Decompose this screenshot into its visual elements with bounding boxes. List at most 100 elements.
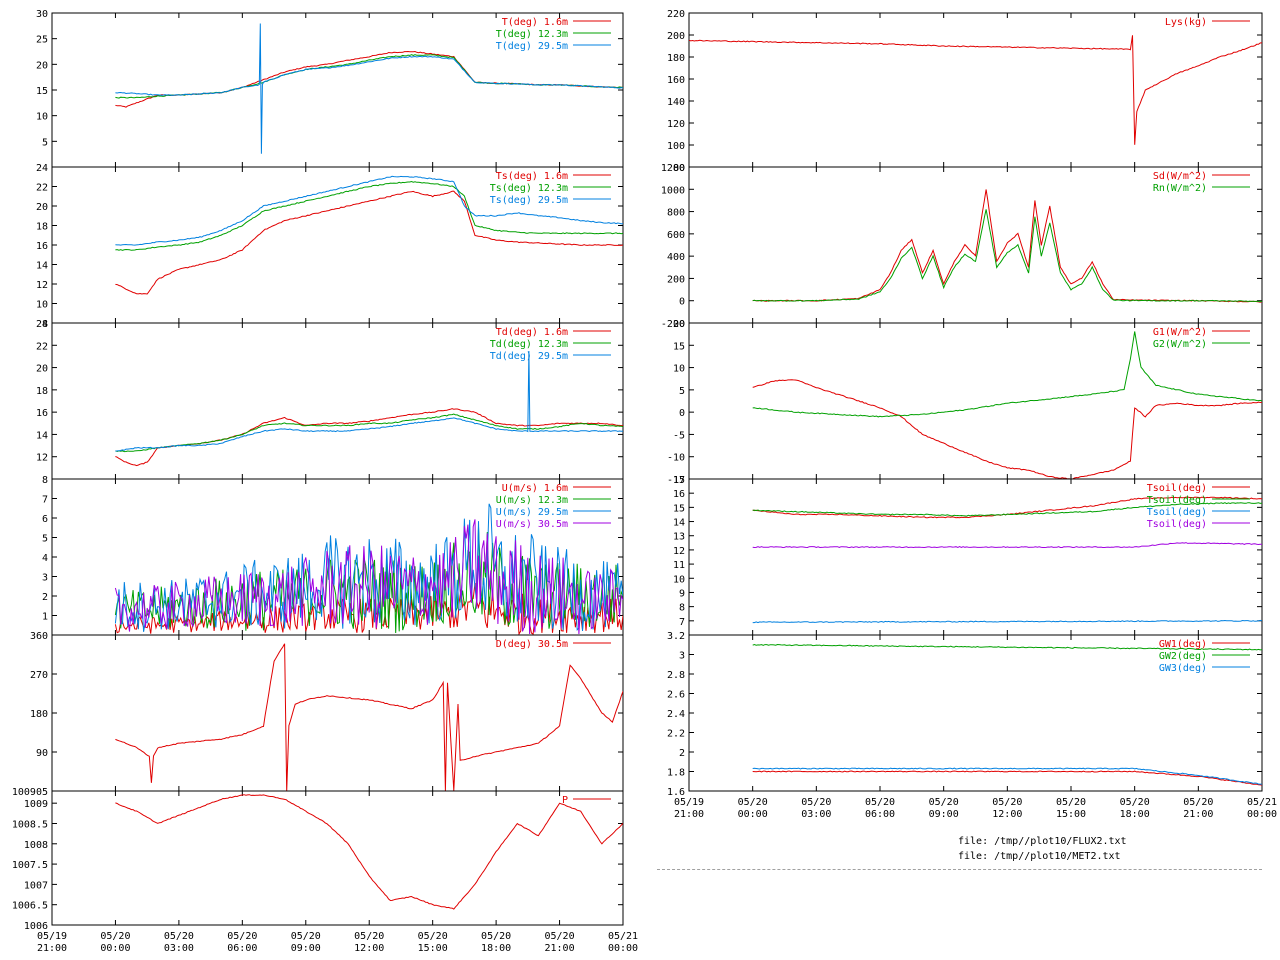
series-line-temp-2	[115, 23, 623, 154]
ytick-label: 0	[679, 297, 685, 308]
ytick-label: 13	[673, 532, 685, 543]
legend-label: GW3(deg)	[1159, 663, 1207, 674]
series-line-tdew-0	[115, 408, 623, 467]
panel-wind: 1 2 3 4 5 6 7 8 U(m/s) 1.6mU(m/s) 12.3mU(m/s) 29…	[42, 475, 624, 636]
legend-label: Tsoil(deg)	[1147, 495, 1207, 506]
xtick-time-label: 00:00	[608, 943, 638, 954]
ytick-label: -5	[673, 430, 685, 441]
ytick-label: 7	[679, 617, 685, 628]
ytick-label: 2.4	[667, 709, 685, 720]
xtick-time-label: 18:00	[481, 943, 511, 954]
ytick-label: -200	[661, 319, 685, 330]
series-line-ground-0	[752, 379, 1262, 479]
series-line-tsoil-2	[752, 619, 1262, 624]
series-line-rad-1	[752, 209, 1262, 303]
ytick-label: 200	[667, 31, 685, 42]
ytick-label: 24	[36, 319, 48, 330]
file-list: file: /tmp//plot10/FLUX2.txt file: /tmp/…	[958, 834, 1127, 864]
xtick-time-label: 21:00	[37, 943, 67, 954]
legend-label: GW1(deg)	[1159, 639, 1207, 650]
ytick-label: 180	[667, 53, 685, 64]
ytick-label: 1008	[24, 840, 48, 851]
ytick-label: 2.8	[667, 670, 685, 681]
ytick-label: 2.6	[667, 690, 685, 701]
ytick-label: 10	[36, 300, 48, 311]
ytick-label: 220	[667, 9, 685, 20]
xtick-time-label: 06:00	[227, 943, 257, 954]
ytick-label: -10	[667, 453, 685, 464]
legend-label: G1(W/m^2)	[1153, 327, 1207, 338]
series-line-tsonic-1	[115, 180, 623, 251]
ytick-label: -15	[667, 475, 685, 486]
xtick-date-label: 05/20	[481, 931, 511, 942]
legend-label: T(deg) 29.5m	[496, 41, 568, 52]
series-line-pres-0	[115, 794, 623, 910]
series-line-gw-0	[752, 770, 1262, 786]
file-line-flux: file: /tmp//plot10/FLUX2.txt	[958, 836, 1127, 847]
ytick-label: 8	[42, 475, 48, 486]
ytick-label: 5	[679, 386, 685, 397]
xtick-time-label: 21:00	[1183, 809, 1213, 820]
xtick-time-label: 15:00	[418, 943, 448, 954]
ytick-label: 1008.5	[12, 819, 48, 830]
xtick-date-label: 05/20	[418, 931, 448, 942]
ytick-label: 1007.5	[12, 860, 48, 871]
panel-ground: -15 -10 -5 0 5 10 15 20 G1(W/m^2)G2(W/m^2)	[667, 319, 1263, 486]
ytick-label: 90	[36, 748, 48, 759]
legend-label: Tsoil(deg)	[1147, 519, 1207, 530]
legend-label: Td(deg) 12.3m	[490, 339, 568, 350]
xtick-time-label: 12:00	[992, 809, 1022, 820]
xtick-date-label: 05/20	[227, 931, 257, 942]
series-line-tsoil-3	[752, 542, 1262, 549]
ytick-label: 25	[36, 35, 48, 46]
ytick-label: 8	[42, 319, 48, 330]
ytick-label: 22	[36, 341, 48, 352]
ytick-label: 1007	[24, 880, 48, 891]
xtick-date-label: 05/21	[1247, 797, 1277, 808]
series-line-tsoil-1	[752, 502, 1262, 517]
legend-label: T(deg) 12.3m	[496, 29, 568, 40]
ytick-label: 9	[679, 588, 685, 599]
panel-frame	[688, 12, 1263, 168]
legend-label: Ts(deg) 29.5m	[490, 195, 568, 206]
file-line-met: file: /tmp//plot10/MET2.txt	[958, 851, 1121, 862]
panel-pres: 1006 1006.5 1007 1007.5 1008 1008.5 1009100905…	[12, 787, 624, 932]
legend-label: Ts(deg) 12.3m	[490, 183, 568, 194]
ytick-label: 360	[30, 631, 48, 642]
xtick-time-label: 09:00	[291, 943, 321, 954]
xtick-time-label: 06:00	[865, 809, 895, 820]
xtick-date-label: 05/20	[545, 931, 575, 942]
xtick-date-label: 05/20	[1183, 797, 1213, 808]
panel-lys: 80 100 120 140 160 180 200 220 Lys(kg)	[667, 9, 1263, 174]
ytick-label: 160	[667, 75, 685, 86]
ytick-label: 180	[30, 709, 48, 720]
ytick-label: 1.6	[667, 787, 685, 798]
series-line-tsonic-0	[115, 190, 623, 295]
xtick-time-label: 12:00	[354, 943, 384, 954]
xtick-date-label: 05/19	[674, 797, 704, 808]
xtick-date-label: 05/21	[608, 931, 638, 942]
ytick-label: 16	[673, 489, 685, 500]
ytick-label: 3.2	[667, 631, 685, 642]
ytick-label: 8	[679, 603, 685, 614]
legend-label: Td(deg) 1.6m	[496, 327, 568, 338]
ytick-label: 800	[667, 208, 685, 219]
ytick-label: 12	[673, 546, 685, 557]
xtick-date-label: 05/20	[291, 931, 321, 942]
ytick-label: 2	[42, 592, 48, 603]
xtick-date-label: 05/20	[100, 931, 130, 942]
panel-frame	[51, 790, 624, 926]
xtick-time-label: 00:00	[1247, 809, 1277, 820]
xtick-time-label: 03:00	[801, 809, 831, 820]
series-line-wind-3	[114, 519, 623, 635]
panel-temp: 5 10 15 20 25 30 T(deg) 1.6mT(deg) 12.3mT(deg)…	[36, 9, 624, 168]
legend-label: GW2(deg)	[1159, 651, 1207, 662]
xtick-time-label: 15:00	[1056, 809, 1086, 820]
ytick-label: 400	[667, 252, 685, 263]
ytick-label: 2	[679, 748, 685, 759]
legend-label: D(deg) 30.5m	[496, 639, 568, 650]
ytick-label: 5	[42, 137, 48, 148]
